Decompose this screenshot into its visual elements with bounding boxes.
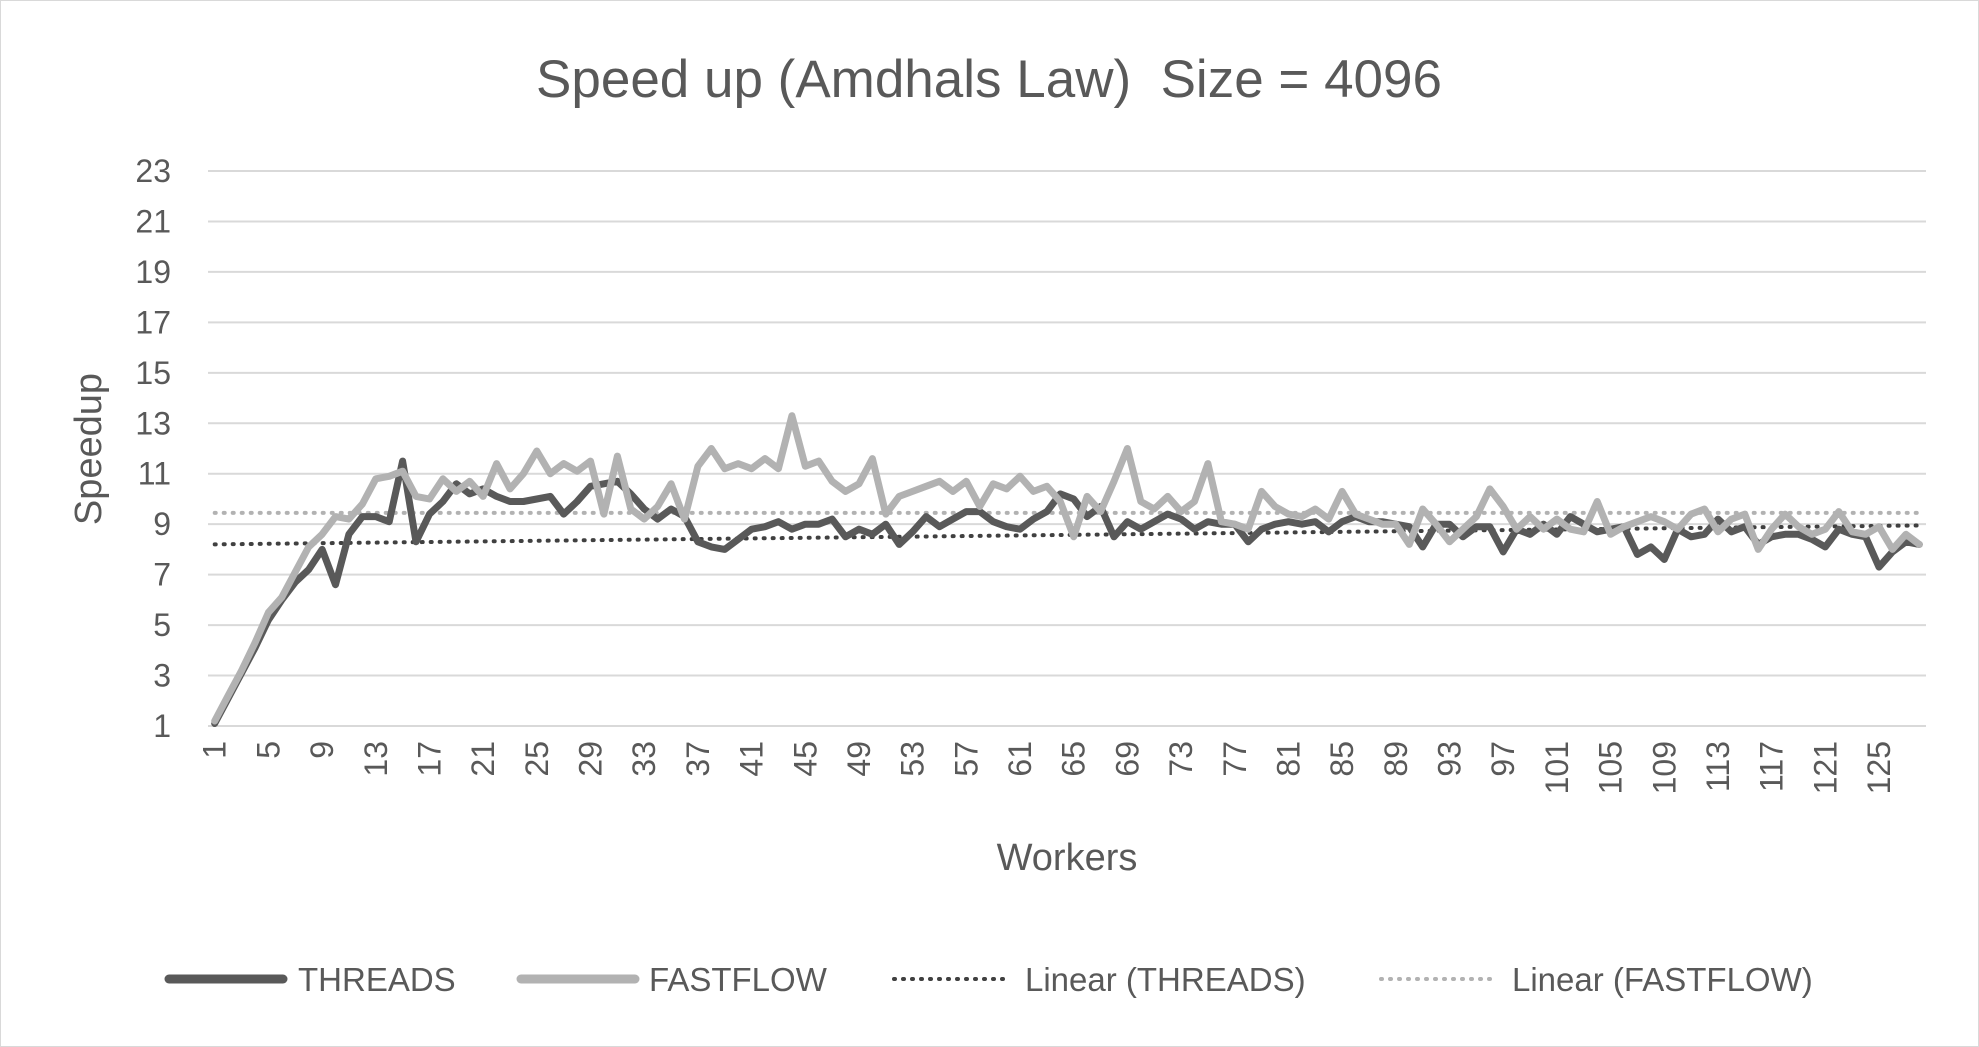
x-tick-label: 1 xyxy=(197,741,233,759)
x-tick-label: 73 xyxy=(1163,741,1199,777)
legend-label-threads: THREADS xyxy=(298,961,456,998)
series-line-linear-threads xyxy=(212,523,1922,547)
x-tick-label: 5 xyxy=(250,741,286,759)
series-lines xyxy=(211,412,1923,727)
y-tick-label: 1 xyxy=(153,708,171,744)
x-tick-label: 57 xyxy=(948,741,984,777)
x-tick-label: 121 xyxy=(1807,741,1843,794)
x-tick-label: 125 xyxy=(1861,741,1897,794)
x-tick-label: 49 xyxy=(841,741,877,777)
x-tick-label: 45 xyxy=(787,741,823,777)
y-tick-label: 21 xyxy=(135,203,171,239)
x-tick-label: 97 xyxy=(1485,741,1521,777)
x-tick-label: 85 xyxy=(1324,741,1360,777)
legend-item-linear-fastflow: Linear (FASTFLOW) xyxy=(1379,961,1813,998)
x-tick-label: 81 xyxy=(1270,741,1306,777)
x-tick-label: 17 xyxy=(411,741,447,777)
chart-title: Speed up (Amdhals Law) Size = 4096 xyxy=(536,50,1442,109)
series-line-threads xyxy=(211,457,1923,727)
y-tick-label: 19 xyxy=(135,254,171,290)
x-tick-label: 33 xyxy=(626,741,662,777)
x-tick-labels: 1 5 9 13 17 21 25 29 33 37 41 45 49 53 57 61 65 69 73 77 81 8… xyxy=(197,741,1897,794)
y-tick-label: 5 xyxy=(153,607,171,643)
legend-label-fastflow: FASTFLOW xyxy=(649,961,828,998)
x-tick-label: 25 xyxy=(519,741,555,777)
x-tick-label: 65 xyxy=(1056,741,1092,777)
legend-item-threads: THREADS xyxy=(164,961,456,998)
x-tick-label: 89 xyxy=(1378,741,1414,777)
legend-item-fastflow: FASTFLOW xyxy=(516,961,828,998)
x-tick-label: 53 xyxy=(895,741,931,777)
y-tick-label: 11 xyxy=(138,456,171,492)
y-tick-label: 17 xyxy=(135,304,171,340)
legend: THREADS FASTFLOW Linear (THREADS) Linear… xyxy=(164,961,1813,998)
legend-label-linear-fastflow: Linear (FASTFLOW) xyxy=(1512,961,1813,998)
y-axis-title: Speedup xyxy=(68,373,110,525)
x-tick-label: 37 xyxy=(680,741,716,777)
x-tick-label: 77 xyxy=(1217,741,1253,777)
y-tick-label: 7 xyxy=(153,557,171,593)
x-tick-label: 117 xyxy=(1754,741,1790,792)
x-tick-label: 69 xyxy=(1109,741,1145,777)
y-tick-label: 13 xyxy=(135,405,171,441)
x-tick-label: 105 xyxy=(1593,741,1629,794)
x-tick-label: 93 xyxy=(1432,741,1468,777)
x-tick-label: 101 xyxy=(1539,741,1575,794)
x-tick-label: 21 xyxy=(465,741,501,777)
y-tick-label: 3 xyxy=(153,658,171,694)
x-tick-label: 29 xyxy=(573,741,609,777)
x-tick-label: 61 xyxy=(1002,741,1038,777)
y-tick-label: 15 xyxy=(135,355,171,391)
legend-label-linear-threads: Linear (THREADS) xyxy=(1025,961,1306,998)
legend-item-linear-threads: Linear (THREADS) xyxy=(892,961,1306,998)
x-tick-label: 9 xyxy=(304,741,340,759)
x-tick-label: 113 xyxy=(1700,741,1736,792)
x-tick-label: 41 xyxy=(734,741,770,777)
x-tick-label: 109 xyxy=(1646,741,1682,794)
grid-lines xyxy=(208,170,1926,727)
x-tick-label: 13 xyxy=(358,741,394,777)
y-tick-label: 23 xyxy=(135,153,171,189)
series-line-fastflow xyxy=(211,412,1923,725)
y-tick-label: 9 xyxy=(153,506,171,542)
x-axis-title: Workers xyxy=(997,837,1138,879)
